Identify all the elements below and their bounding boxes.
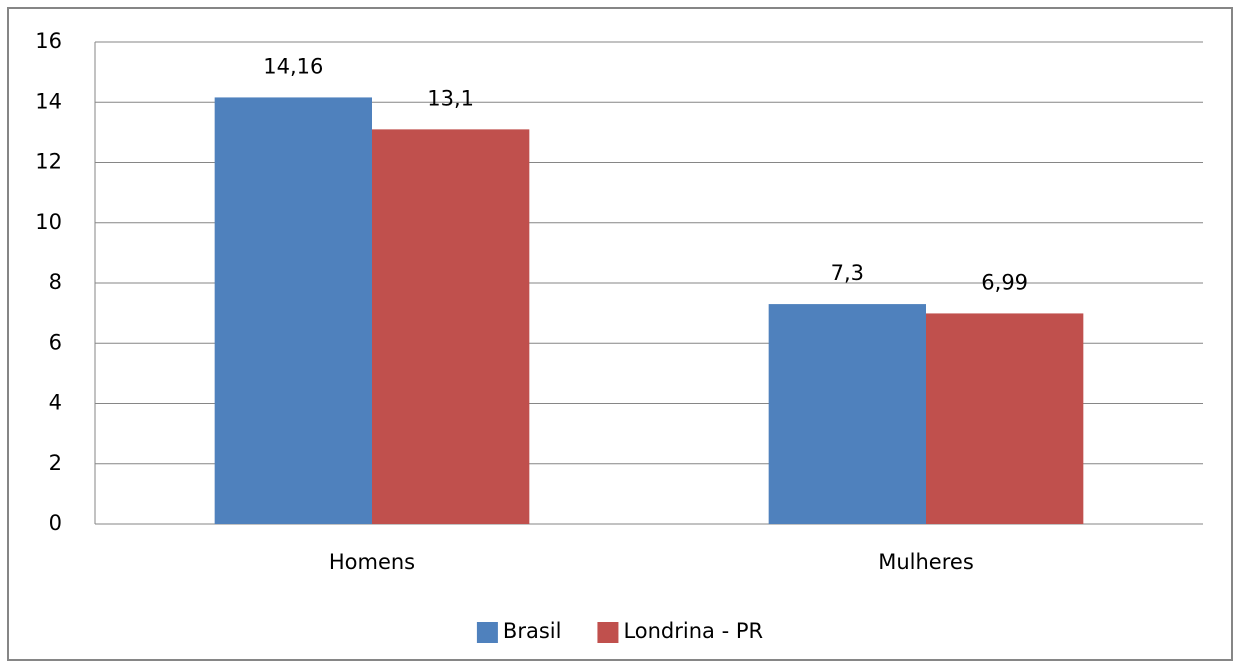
legend-swatch (476, 622, 498, 643)
bar (926, 313, 1084, 524)
y-tick-label: 4 (49, 391, 62, 415)
value-label: 13,1 (427, 86, 474, 110)
y-tick-label: 8 (49, 270, 62, 294)
bar (372, 129, 530, 525)
y-tick-label: 6 (49, 330, 62, 354)
y-tick-label: 14 (35, 89, 62, 113)
legend-swatch (597, 622, 619, 643)
y-tick-label: 10 (35, 210, 62, 234)
x-tick-label: Homens (329, 550, 415, 574)
legend-label: Londrina - PR (623, 619, 763, 643)
value-label: 14,16 (263, 54, 323, 78)
y-tick-label: 0 (49, 511, 62, 535)
y-tick-label: 16 (35, 29, 62, 53)
bar (768, 304, 926, 524)
legend-label: Brasil (503, 619, 562, 643)
value-label: 6,99 (981, 270, 1028, 294)
y-tick-label: 12 (35, 150, 62, 174)
x-tick-label: Mulheres (878, 550, 974, 574)
value-label: 7,3 (831, 261, 864, 285)
bar (214, 97, 372, 525)
y-tick-label: 2 (49, 451, 62, 475)
